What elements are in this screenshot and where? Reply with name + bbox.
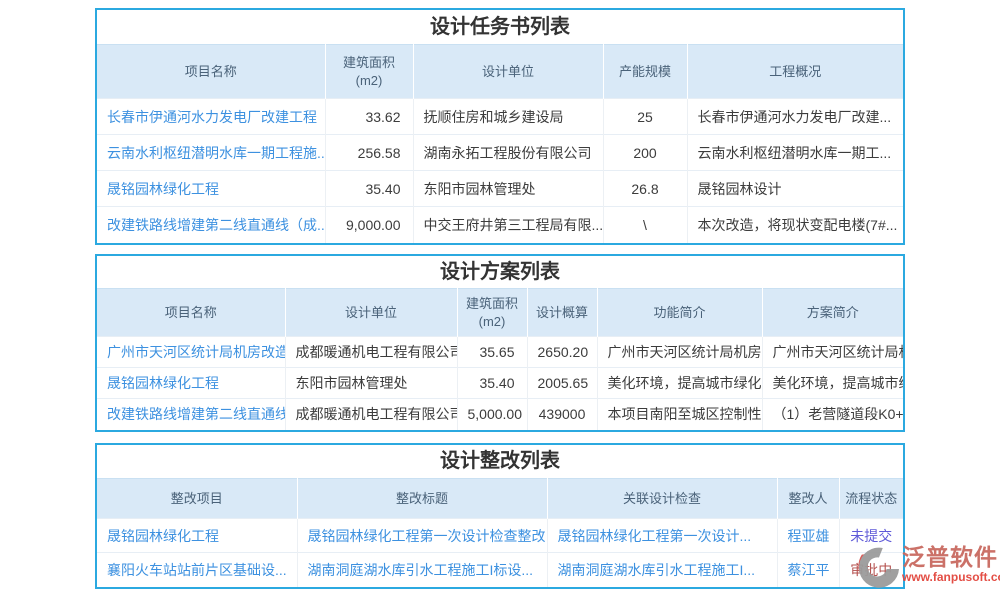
table-row: 改建铁路线增建第二线直通线... 成都暖通机电工程有限公司 5,000.00 4… (97, 398, 903, 430)
cell-rectify-title[interactable]: 湖南洞庭湖水库引水工程施工I标设... (297, 552, 548, 587)
cell-design-budget: 2650.20 (527, 336, 598, 368)
col-plan-intro: 方案简介 (762, 288, 903, 337)
cell-project-name[interactable]: 云南水利枢纽潜明水库一期工程施... (97, 134, 326, 171)
fanpusoft-logo-icon (858, 547, 899, 588)
table-title: 设计任务书列表 (430, 16, 570, 38)
col-building-area: 建筑面积 (m2) (325, 44, 414, 99)
cell-design-unit: 东阳市园林管理处 (285, 367, 458, 399)
table-row: 云南水利枢纽潜明水库一期工程施... 256.58 湖南永拓工程股份有限公司 2… (97, 134, 903, 171)
header-row: 整改项目 整改标题 关联设计检查 整改人 流程状态 (97, 478, 903, 519)
col-project-name: 项目名称 (97, 288, 286, 337)
cell-project-overview: 本次改造，将现状变配电楼(7#... (687, 206, 903, 243)
design-rectify-list-table: 整改项目 整改标题 关联设计检查 整改人 流程状态 晟铭园林绿化工程 晟铭园林绿… (97, 478, 903, 587)
cell-design-unit: 东阳市园林管理处 (413, 170, 604, 207)
design-plan-list-card: 设计方案列表 项目名称 设计单位 建筑面积 (m2) 设计概算 功能简介 方案简… (95, 254, 905, 432)
col-flow-status: 流程状态 (839, 478, 903, 519)
cell-project-name[interactable]: 长春市伊通河水力发电厂改建工程 (97, 98, 326, 135)
cell-project-name[interactable]: 广州市天河区统计局机房改造... (97, 336, 286, 368)
cell-function-intro: 美化环境，提高城市绿化... (597, 367, 763, 399)
cell-function-intro: 广州市天河区统计局机房... (597, 336, 763, 368)
cell-capacity-scale: 26.8 (603, 170, 688, 207)
table-title: 设计方案列表 (440, 261, 560, 283)
table-row: 襄阳火车站站前片区基础设... 湖南洞庭湖水库引水工程施工I标设... 湖南洞庭… (97, 552, 903, 587)
cell-building-area: 9,000.00 (325, 206, 414, 243)
table-row: 改建铁路线增建第二线直通线（成... 9,000.00 中交王府井第三工程局有限… (97, 206, 903, 243)
cell-project-overview: 云南水利枢纽潜明水库一期工... (687, 134, 903, 171)
cell-design-unit: 成都暖通机电工程有限公司 (285, 398, 458, 430)
cell-building-area: 33.62 (325, 98, 414, 135)
cell-building-area: 35.65 (457, 336, 528, 368)
col-rectifier: 整改人 (777, 478, 840, 519)
header-row: 项目名称 设计单位 建筑面积 (m2) 设计概算 功能简介 方案简介 (97, 288, 903, 337)
brand-name: 泛普软件 (902, 544, 998, 570)
table-row: 长春市伊通河水力发电厂改建工程 33.62 抚顺住房和城乡建设局 25 长春市伊… (97, 98, 903, 135)
col-design-unit: 设计单位 (413, 44, 604, 99)
col-building-area: 建筑面积 (m2) (457, 288, 528, 337)
cell-flow-status: 未提交 (839, 518, 903, 553)
cell-capacity-scale: \ (603, 206, 688, 243)
col-capacity-scale: 产能规模 (603, 44, 688, 99)
col-project-name: 项目名称 (97, 44, 326, 99)
cell-project-overview: 晟铭园林设计 (687, 170, 903, 207)
cell-rectifier[interactable]: 程亚雄 (777, 518, 840, 553)
cell-project-name[interactable]: 改建铁路线增建第二线直通线（成... (97, 206, 326, 243)
table-row: 晟铭园林绿化工程 东阳市园林管理处 35.40 2005.65 美化环境，提高城… (97, 367, 903, 399)
col-project-overview: 工程概况 (687, 44, 903, 99)
cell-design-unit: 抚顺住房和城乡建设局 (413, 98, 604, 135)
brand-url: www.fanpusoft.com (902, 570, 1000, 584)
design-rectify-list-card: 设计整改列表 整改项目 整改标题 关联设计检查 整改人 流程状态 晟铭园林绿化工… (95, 443, 905, 589)
cell-project-overview: 长春市伊通河水力发电厂改建... (687, 98, 903, 135)
cell-building-area: 35.40 (325, 170, 414, 207)
design-task-list-table: 项目名称 建筑面积 (m2) 设计单位 产能规模 工程概况 长春市伊通河水力发电… (97, 44, 903, 243)
design-task-list-card: 设计任务书列表 项目名称 建筑面积 (m2) 设计单位 产能规模 工程概况 长春… (95, 8, 905, 245)
col-rectify-title: 整改标题 (297, 478, 548, 519)
col-related-design-check: 关联设计检查 (547, 478, 778, 519)
cell-capacity-scale: 25 (603, 98, 688, 135)
cell-project-name[interactable]: 晟铭园林绿化工程 (97, 170, 326, 207)
cell-building-area: 256.58 (325, 134, 414, 171)
cell-plan-intro: 广州市天河区统计局机房... (762, 336, 903, 368)
cell-rectifier[interactable]: 蔡江平 (777, 552, 840, 587)
cell-building-area: 35.40 (457, 367, 528, 399)
cell-rectify-project[interactable]: 襄阳火车站站前片区基础设... (97, 552, 298, 587)
cell-rectify-title[interactable]: 晟铭园林绿化工程第一次设计检查整改 (297, 518, 548, 553)
cell-related-design-check[interactable]: 湖南洞庭湖水库引水工程施工I... (547, 552, 778, 587)
cell-rectify-project[interactable]: 晟铭园林绿化工程 (97, 518, 298, 553)
cell-project-name[interactable]: 晟铭园林绿化工程 (97, 367, 286, 399)
col-rectify-project: 整改项目 (97, 478, 298, 519)
cell-design-budget: 439000 (527, 398, 598, 430)
cell-capacity-scale: 200 (603, 134, 688, 171)
cell-design-unit: 湖南永拓工程股份有限公司 (413, 134, 604, 171)
col-design-budget: 设计概算 (527, 288, 598, 337)
cell-plan-intro: 美化环境，提高城市绿化... (762, 367, 903, 399)
col-function-intro: 功能简介 (597, 288, 763, 337)
cell-building-area: 5,000.00 (457, 398, 528, 430)
cell-design-budget: 2005.65 (527, 367, 598, 399)
table-title: 设计整改列表 (440, 450, 560, 472)
table-row: 晟铭园林绿化工程 35.40 东阳市园林管理处 26.8 晟铭园林设计 (97, 170, 903, 207)
brand-watermark: 泛普软件 www.fanpusoft.com (856, 544, 1000, 594)
design-plan-list-table: 项目名称 设计单位 建筑面积 (m2) 设计概算 功能简介 方案简介 广州市天河… (97, 288, 903, 430)
cell-design-unit: 成都暖通机电工程有限公司 (285, 336, 458, 368)
cell-plan-intro: （1）老营隧道段K0+000... (762, 398, 903, 430)
cell-related-design-check[interactable]: 晟铭园林绿化工程第一次设计... (547, 518, 778, 553)
col-design-unit: 设计单位 (285, 288, 458, 337)
cell-design-unit: 中交王府井第三工程局有限... (413, 206, 604, 243)
table-row: 晟铭园林绿化工程 晟铭园林绿化工程第一次设计检查整改 晟铭园林绿化工程第一次设计… (97, 518, 903, 553)
cell-project-name[interactable]: 改建铁路线增建第二线直通线... (97, 398, 286, 430)
cell-function-intro: 本项目南阳至城区控制性... (597, 398, 763, 430)
header-row: 项目名称 建筑面积 (m2) 设计单位 产能规模 工程概况 (97, 44, 903, 99)
table-row: 广州市天河区统计局机房改造... 成都暖通机电工程有限公司 35.65 2650… (97, 336, 903, 368)
